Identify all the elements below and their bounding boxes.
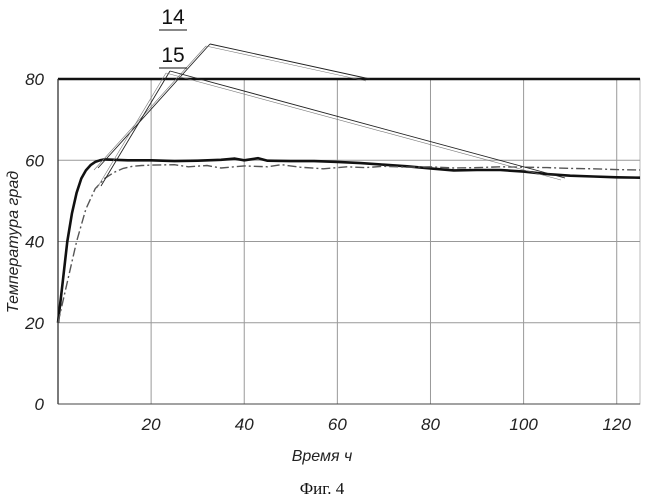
x-tick-label: 80: [421, 415, 440, 434]
y-tick-label: 20: [24, 314, 44, 333]
grid: [58, 79, 640, 404]
leader-line-shadow: [206, 46, 366, 81]
leader-line: [210, 44, 370, 79]
y-axis-label: Температура град: [5, 171, 22, 313]
y-tick-label: 60: [25, 151, 44, 170]
y-tick-label: 40: [25, 233, 44, 252]
x-tick-label: 100: [509, 415, 538, 434]
figure-caption: Фиг. 4: [300, 479, 345, 498]
reference-numeral-14: 14: [161, 6, 185, 29]
leader-line: [98, 44, 210, 168]
x-axis-label: Время ч: [292, 448, 353, 465]
leader-line: [170, 71, 565, 178]
x-tick-label: 60: [328, 415, 347, 434]
x-tick-label: 40: [235, 415, 254, 434]
series-group: [58, 158, 640, 323]
y-tick-labels: 0 20 40 60 80: [24, 70, 44, 414]
leader-line: [101, 71, 170, 186]
leader-line-shadow: [97, 73, 166, 188]
leader-line-shadow: [94, 46, 206, 170]
series-line-15: [58, 165, 640, 323]
x-tick-label: 120: [603, 415, 632, 434]
reference-numeral-15: 15: [161, 44, 184, 67]
x-tick-labels: 20 40 60 80 100 120: [141, 415, 632, 434]
series-line-14: [58, 158, 640, 323]
x-tick-label: 20: [141, 415, 161, 434]
y-tick-label: 0: [35, 395, 45, 414]
y-tick-label: 80: [25, 70, 44, 89]
